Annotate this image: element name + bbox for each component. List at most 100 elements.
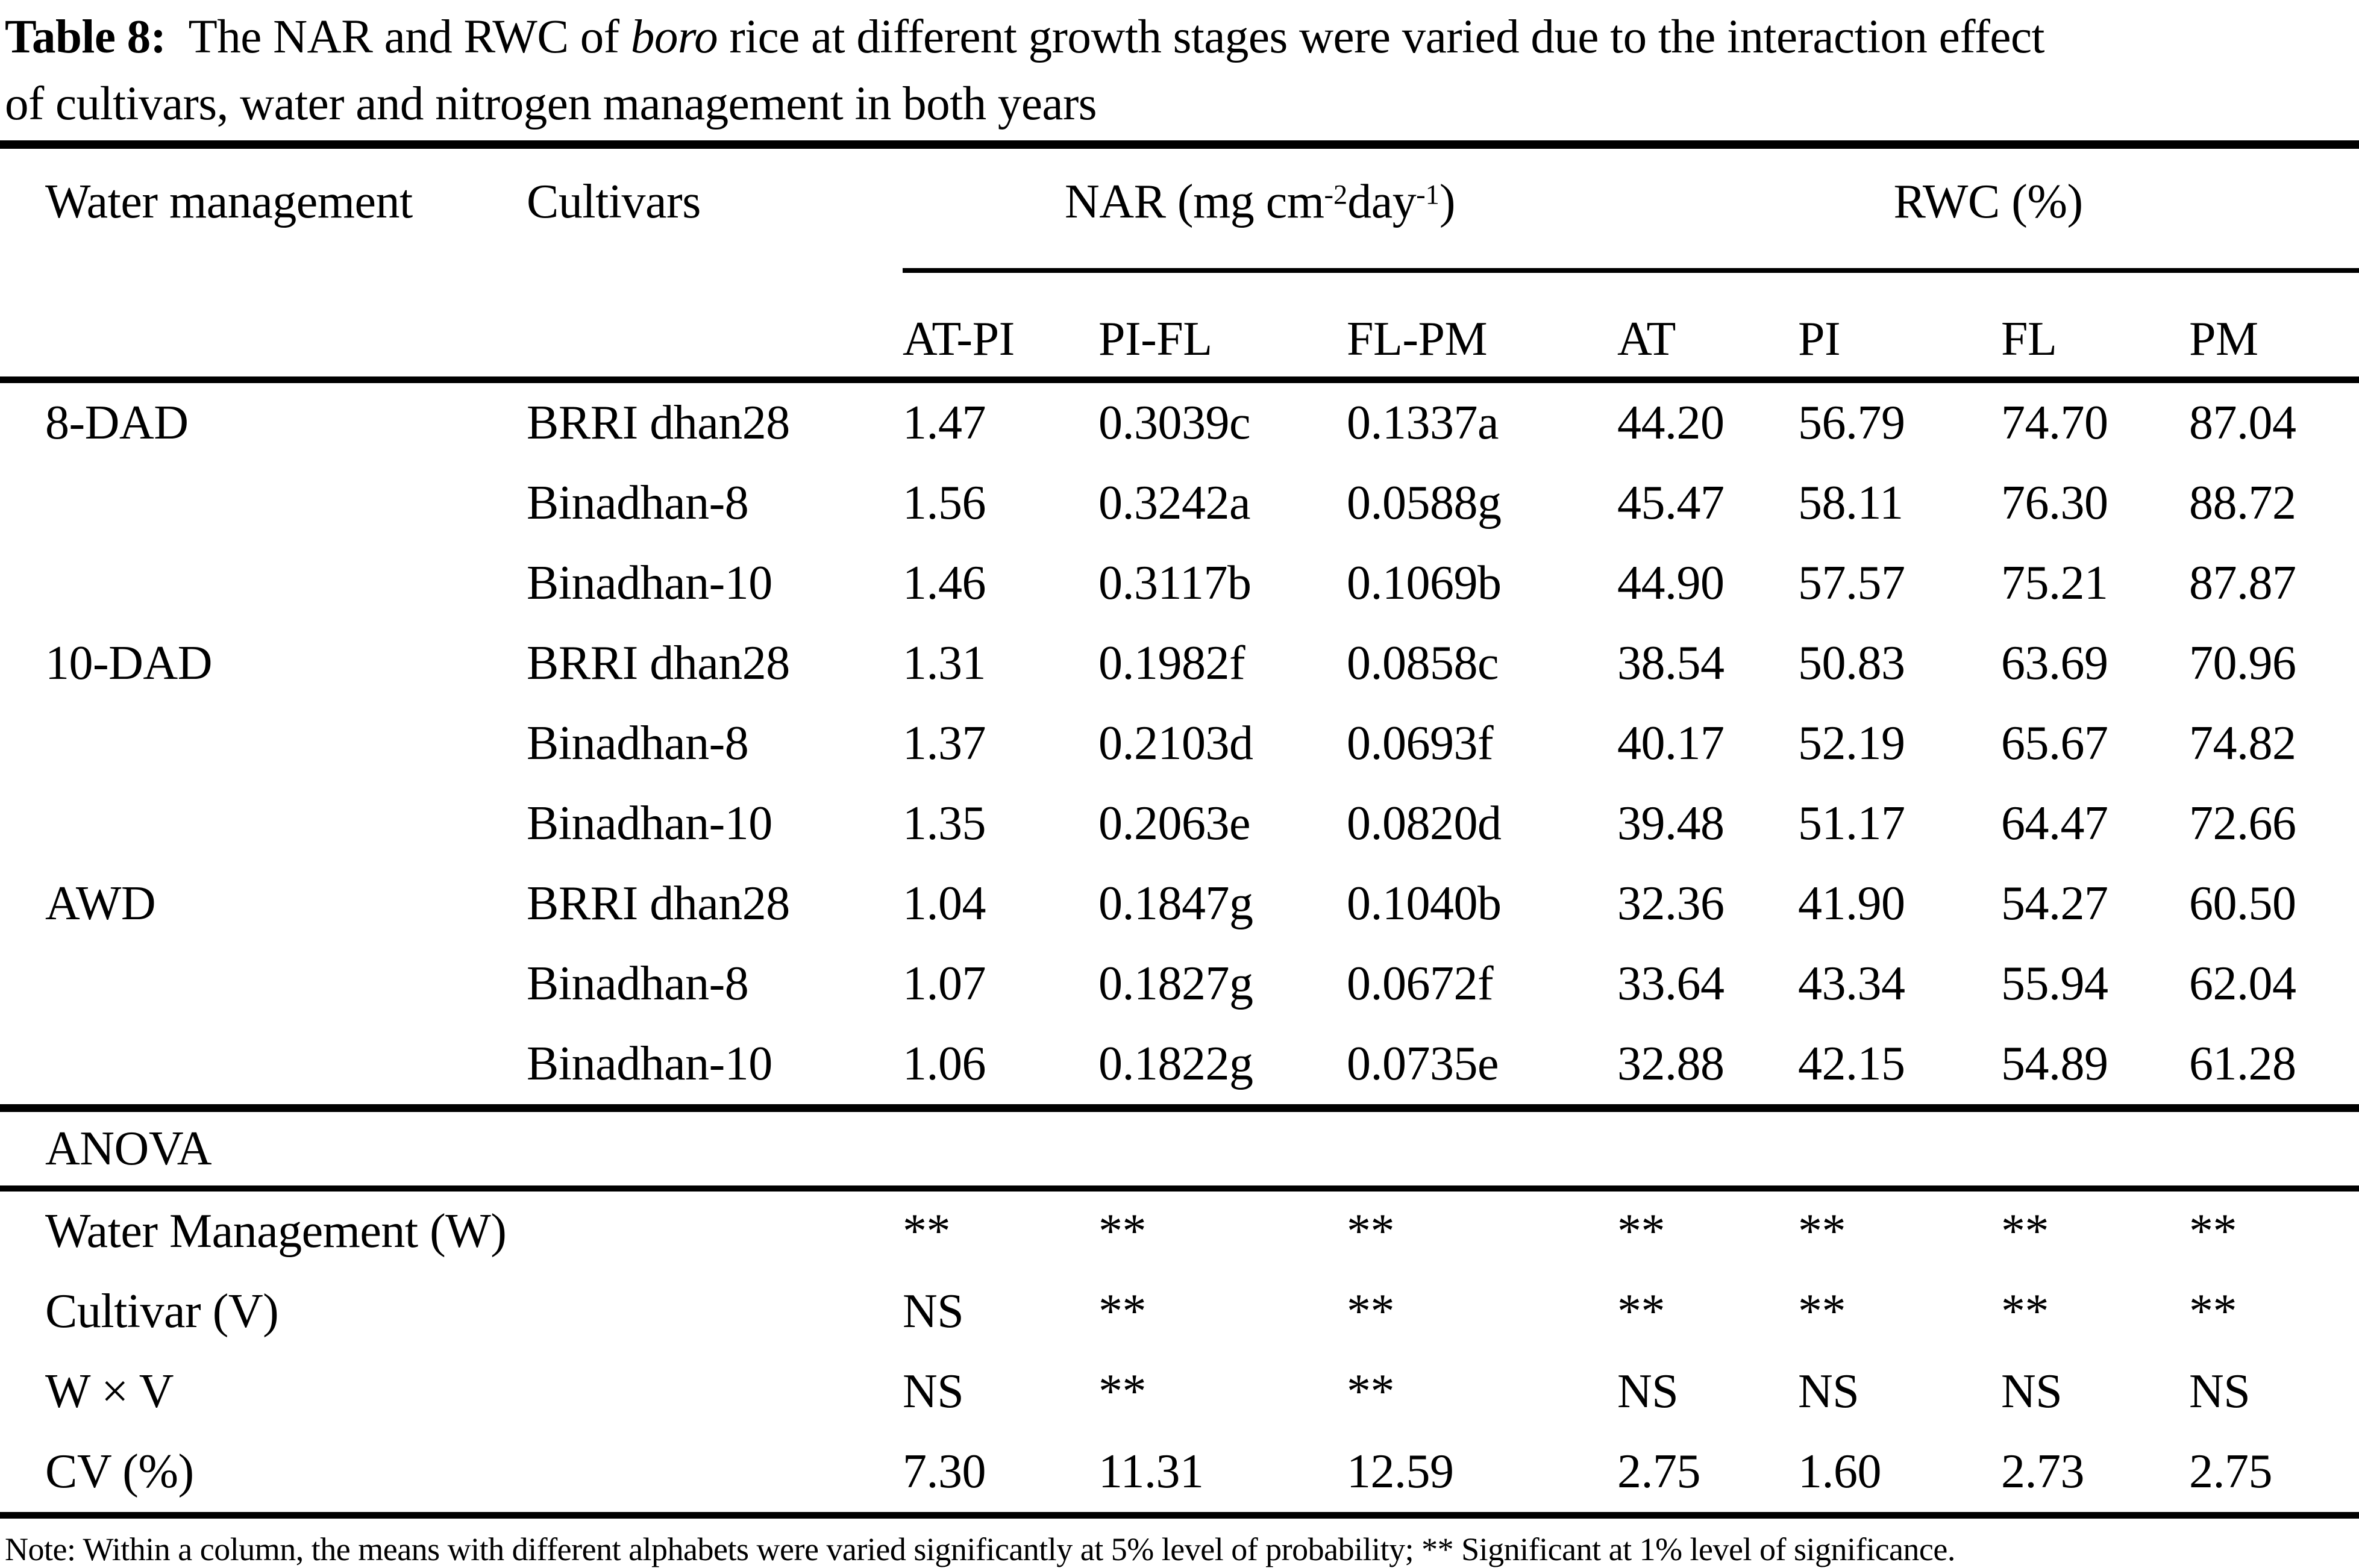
cell-value: 45.47 [1617, 476, 1725, 529]
nar-superscript-minus2: -2 [1324, 180, 1348, 211]
cell-value: 0.0858c [1347, 637, 1499, 690]
cell-water [0, 784, 527, 864]
stat-value: ** [2189, 1285, 2237, 1338]
cell-water [0, 543, 527, 623]
stat-value: NS [903, 1285, 964, 1338]
cell-cultivar: Binadhan-10 [527, 1024, 903, 1112]
cell-value: 32.88 [1617, 1024, 1799, 1112]
caption-line-1: Table 8: The NAR and RWC of boro rice at… [5, 4, 2359, 70]
stat-value: NS [903, 1365, 964, 1418]
nar-superscript-minus1: -1 [1416, 180, 1440, 211]
stat-value: ** [1798, 1205, 1846, 1258]
cell-value: 87.04 [2189, 396, 2296, 449]
stat-value: 12.59 [1347, 1432, 1618, 1519]
stat-value: ** [1617, 1285, 1665, 1338]
table-row: Binadhan-10 1.35 0.2063e 0.0820d 39.48 5… [0, 784, 2359, 864]
anova-stat-row: Water Management (W) ** ** ** ** ** ** *… [0, 1188, 2359, 1272]
cell-value: 64.47 [2001, 797, 2108, 850]
cell-value: 44.20 [1617, 396, 1725, 449]
cell-value: 74.70 [2001, 396, 2108, 449]
stat-value: 11.31 [1098, 1432, 1347, 1519]
cell-value: 1.46 [903, 557, 986, 610]
caption-italic-boro: boro [630, 11, 718, 63]
cell-value: 0.1822g [1098, 1024, 1347, 1112]
cell-value: 0.0820d [1347, 797, 1502, 850]
cell-value: 55.94 [2001, 957, 2108, 1010]
cell-water [0, 944, 527, 1024]
cell-value: 0.3039c [1098, 396, 1251, 449]
table-row: 10-DAD BRRI dhan28 1.31 0.1982f 0.0858c … [0, 623, 2359, 704]
cell-cultivar: Binadhan-8 [527, 717, 749, 770]
anova-label: ANOVA [0, 1108, 2359, 1192]
table-row: AWD BRRI dhan28 1.04 0.1847g 0.1040b 32.… [0, 864, 2359, 944]
cell-value: 52.19 [1798, 717, 1905, 770]
stat-value: ** [1347, 1285, 1395, 1338]
cell-water [0, 463, 527, 543]
table-row: Binadhan-10 1.06 0.1822g 0.0735e 32.88 4… [0, 1024, 2359, 1112]
cell-value: 0.3117b [1098, 557, 1252, 610]
cell-value: 75.21 [2001, 557, 2108, 610]
col-group-nar: NAR (mg cm-2day-1) [903, 140, 1618, 273]
cell-water [0, 704, 527, 784]
cell-value: 0.0588g [1347, 476, 1502, 529]
col-header-fl: FL [2001, 270, 2190, 383]
cell-value: 76.30 [2001, 476, 2108, 529]
col-header-cultivars: Cultivars [527, 140, 903, 383]
cell-value: 62.04 [2189, 957, 2296, 1010]
nar-unit-suffix: ) [1439, 175, 1456, 228]
stat-label: Water Management (W) [45, 1205, 507, 1258]
cell-value: 63.69 [2001, 637, 2108, 690]
cell-value: 0.1069b [1347, 557, 1502, 610]
table-row: 8-DAD BRRI dhan28 1.47 0.3039c 0.1337a 4… [0, 380, 2359, 464]
cell-value: 87.87 [2189, 557, 2296, 610]
cell-value: 0.1337a [1347, 396, 1499, 449]
cell-value: 1.31 [903, 637, 986, 690]
cell-value: 51.17 [1798, 797, 1905, 850]
stat-value: NS [2189, 1365, 2251, 1418]
cell-water: 8-DAD [45, 396, 189, 449]
anova-stat-row: Cultivar (V) NS ** ** ** ** ** ** [0, 1272, 2359, 1352]
cell-cultivar: Binadhan-10 [527, 797, 772, 850]
col-header-at: AT [1617, 270, 1799, 383]
cell-value: 70.96 [2189, 637, 2296, 690]
table-footnote: Note: Within a column, the means with di… [5, 1531, 1955, 1567]
stat-label: CV (%) [0, 1432, 903, 1519]
col-header-water-management: Water management [0, 140, 527, 383]
cell-value: 56.79 [1798, 396, 1905, 449]
cell-value: 32.36 [1617, 877, 1725, 930]
cell-cultivar: Binadhan-8 [527, 476, 749, 529]
stat-value: ** [2001, 1285, 2049, 1338]
caption-line-2: of cultivars, water and nitrogen managem… [5, 78, 1097, 130]
cell-value: 54.27 [2001, 877, 2108, 930]
cell-water [0, 1024, 527, 1112]
cell-value: 0.3242a [1098, 476, 1251, 529]
cell-value: 1.04 [903, 877, 986, 930]
cell-cultivar: BRRI dhan28 [527, 637, 790, 690]
stat-value: ** [1098, 1285, 1147, 1338]
cell-value: 1.56 [903, 476, 986, 529]
caption-text-2: rice at different growth stages were var… [718, 11, 2044, 63]
col-header-fl-pm: FL-PM [1347, 270, 1618, 383]
cell-value: 60.50 [2189, 877, 2296, 930]
nar-unit-prefix: NAR (mg cm [1065, 175, 1324, 228]
stat-value: ** [2189, 1205, 2237, 1258]
table-row: Binadhan-8 1.37 0.2103d 0.0693f 40.17 52… [0, 704, 2359, 784]
cell-value: 65.67 [2001, 717, 2108, 770]
stat-value: ** [1098, 1365, 1147, 1418]
cell-value: 1.07 [903, 957, 986, 1010]
stat-value: 7.30 [903, 1432, 1098, 1519]
table-number: Table 8: [5, 11, 166, 63]
cell-water: 10-DAD [45, 637, 212, 690]
table-caption: Table 8: The NAR and RWC of boro rice at… [0, 0, 2359, 140]
cell-value: 88.72 [2189, 476, 2296, 529]
nar-unit-mid: day [1347, 175, 1417, 228]
stat-label: Cultivar (V) [45, 1285, 279, 1338]
cell-value: 0.2063e [1098, 797, 1251, 850]
table-row: Binadhan-10 1.46 0.3117b 0.1069b 44.90 5… [0, 543, 2359, 623]
cell-value: 40.17 [1617, 717, 1725, 770]
col-header-pi-fl: PI-FL [1098, 270, 1347, 383]
stat-value: 1.60 [1798, 1432, 2002, 1519]
stat-value: ** [1617, 1205, 1665, 1258]
cell-value: 38.54 [1617, 637, 1725, 690]
table-row: Binadhan-8 1.07 0.1827g 0.0672f 33.64 43… [0, 944, 2359, 1024]
